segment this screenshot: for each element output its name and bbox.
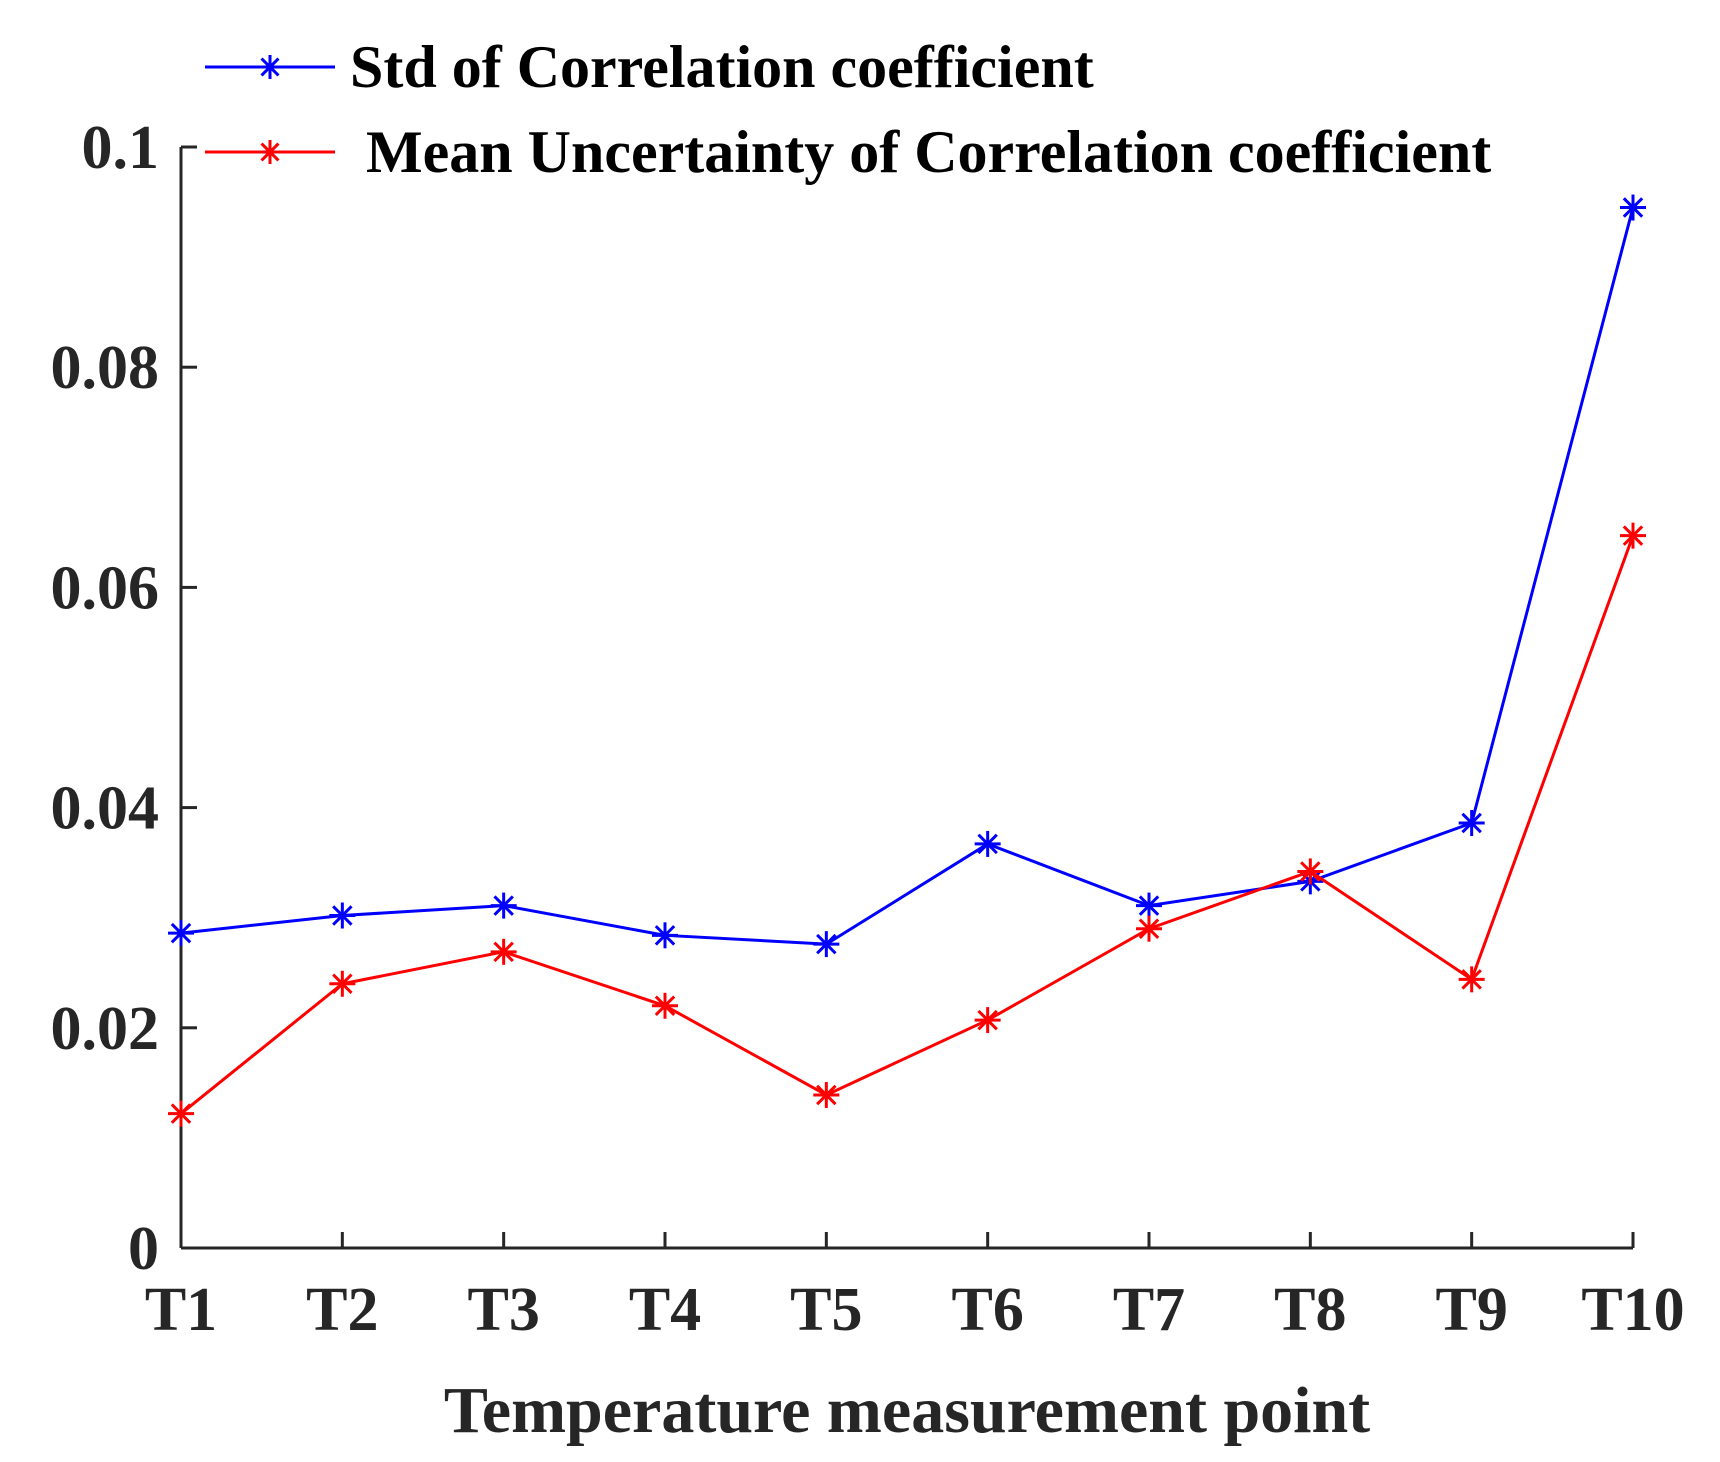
x-tick-label: T6 <box>951 1276 1023 1344</box>
data-point-series-2 <box>652 992 678 1019</box>
x-tick-label: T5 <box>790 1276 862 1344</box>
x-tick-label: T4 <box>629 1276 701 1344</box>
series-layer <box>168 194 1646 1127</box>
x-tick-label: T1 <box>145 1276 217 1344</box>
data-point-series-2 <box>490 938 517 965</box>
series-line-2 <box>180 535 1635 1115</box>
legend-label-2: Mean Uncertainty of Correlation coeffici… <box>366 119 1491 185</box>
axes <box>179 147 1633 1250</box>
data-point-series-1 <box>1136 892 1162 919</box>
x-tick-label: T10 <box>1581 1276 1684 1344</box>
data-point-series-2 <box>1297 858 1324 885</box>
x-ticks: T1 T2 T3 T4 T5 T6 T7 T8 T9 T10 <box>145 1232 1685 1344</box>
data-point-series-2 <box>974 1007 1001 1034</box>
x-tick-label: T9 <box>1435 1276 1507 1344</box>
legend: Std of Correlation coefficient Mean Uncer… <box>205 34 1491 185</box>
data-point-series-1 <box>1458 810 1485 837</box>
legend-marker-2 <box>258 140 282 164</box>
y-tick-label: 0.04 <box>51 775 160 843</box>
data-point-series-2 <box>813 1081 840 1108</box>
data-point-series-1 <box>1620 194 1646 221</box>
data-point-series-2 <box>168 1100 194 1127</box>
data-point-series-1 <box>329 902 356 929</box>
legend-marker-1 <box>258 55 282 79</box>
data-point-series-1 <box>974 830 1001 857</box>
data-point-series-1 <box>813 931 840 958</box>
y-tick-label: 0.08 <box>51 334 160 402</box>
data-point-series-1 <box>652 922 678 949</box>
x-tick-label: T8 <box>1274 1276 1346 1344</box>
x-tick-label: T3 <box>467 1276 539 1344</box>
data-point-series-2 <box>1136 915 1162 942</box>
x-tick-label: T7 <box>1113 1276 1185 1344</box>
data-point-series-2 <box>1620 522 1646 549</box>
x-tick-label: T2 <box>306 1276 378 1344</box>
series-line-1 <box>180 207 1635 946</box>
data-point-series-2 <box>1458 966 1485 993</box>
y-tick-label: 0.06 <box>51 554 160 622</box>
y-tick-label: 0.1 <box>82 114 160 182</box>
data-point-series-1 <box>490 892 517 919</box>
legend-label-1: Std of Correlation coefficient <box>350 34 1094 100</box>
y-tick-label: 0.02 <box>51 995 160 1063</box>
data-point-series-2 <box>329 970 356 997</box>
data-point-series-1 <box>168 920 194 947</box>
y-ticks: 0 0.02 0.04 0.06 0.08 0.1 <box>51 114 197 1283</box>
x-axis-label: Temperature measurement point <box>444 1374 1370 1447</box>
y-tick-label: 0 <box>128 1215 159 1283</box>
